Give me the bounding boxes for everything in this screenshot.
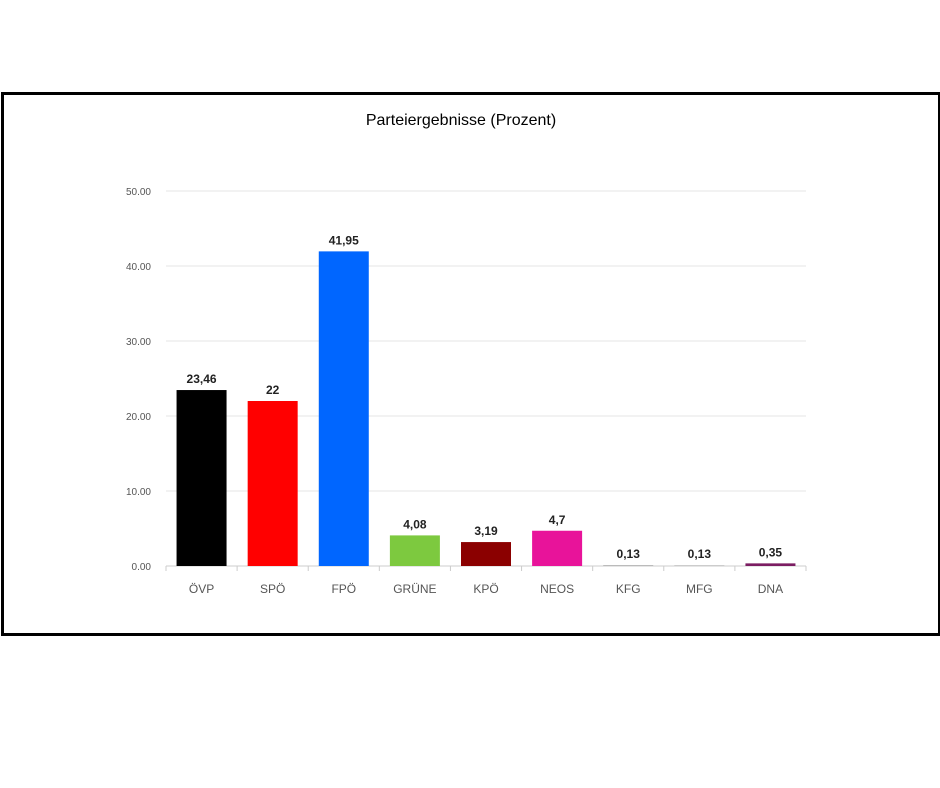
x-tick-label: NEOS [540,582,574,596]
y-tick-label: 30.00 [126,337,151,348]
chart-title: Parteiergebnisse (Prozent) [366,112,556,129]
bar-chart: Parteiergebnisse (Prozent) 0.00 10.00 20.0… [126,112,807,596]
data-label: 23,46 [187,372,217,386]
bar-grüne[interactable] [389,535,440,566]
bar-kpö[interactable] [461,542,511,566]
x-tick-label: SPÖ [260,582,285,596]
data-label: 4,08 [403,517,427,531]
y-tick-label: 0.00 [132,562,152,573]
x-tick-label: KFG [616,582,641,596]
data-label: 22 [266,383,280,397]
y-tick-label: 50.00 [126,187,151,198]
x-tick-label: DNA [758,582,783,596]
data-label: 4,7 [549,513,566,527]
x-tick-label: MFG [686,582,713,596]
bar-fpö[interactable] [318,251,369,566]
x-tick-label: GRÜNE [393,582,436,596]
data-label: 0,13 [688,547,712,561]
bar-mfg[interactable] [674,565,725,566]
bar-spö[interactable] [247,401,298,566]
y-axis: 0.00 10.00 20.00 30.00 40.00 50.00 [126,187,151,573]
x-tick-label: ÖVP [189,582,214,596]
data-label: 0,35 [759,545,783,559]
bar-neos[interactable] [532,530,583,566]
x-tick-label: FPÖ [331,582,356,596]
bars [176,251,796,566]
x-tick-label: KPÖ [473,582,498,596]
data-label: 41,95 [329,233,359,247]
y-tick-label: 40.00 [126,262,151,273]
data-label: 0,13 [617,547,641,561]
bar-kfg[interactable] [603,565,654,566]
bar-övp[interactable] [176,390,227,566]
x-axis: ÖVP SPÖ FPÖ GRÜNE KPÖ NEOS KFG MFG DNA [165,566,807,596]
data-labels: 23,46 22 41,95 4,08 3,19 4,7 0,13 0,13 0,35 [187,233,783,561]
bar-dna[interactable] [745,563,796,566]
y-tick-label: 10.00 [126,487,151,498]
chart-frame: Parteiergebnisse (Prozent) 0.00 10.00 20.0… [1,92,940,636]
data-label: 3,19 [474,524,498,538]
y-tick-label: 20.00 [126,412,151,423]
